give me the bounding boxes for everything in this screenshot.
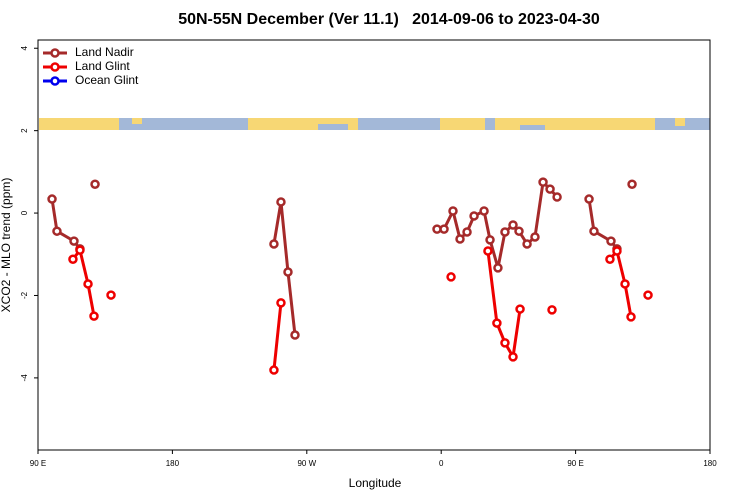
data-point bbox=[500, 227, 510, 237]
legend-label: Land Glint bbox=[75, 59, 130, 73]
data-point bbox=[439, 224, 449, 234]
data-point bbox=[68, 254, 78, 264]
data-point bbox=[606, 236, 616, 246]
series-line bbox=[50, 198, 82, 250]
data-point bbox=[612, 246, 622, 256]
legend-marker bbox=[50, 48, 60, 58]
data-point bbox=[493, 263, 503, 273]
x-axis-label: Longitude bbox=[349, 476, 402, 490]
data-point bbox=[448, 206, 458, 216]
data-point bbox=[584, 194, 594, 204]
data-point bbox=[508, 352, 518, 362]
x-tick-label: 90 E bbox=[30, 459, 46, 468]
data-point bbox=[75, 245, 85, 255]
series-line bbox=[71, 246, 96, 317]
data-point bbox=[83, 279, 93, 289]
data-point bbox=[269, 239, 279, 249]
x-tick-label: 90 E bbox=[567, 459, 583, 468]
legend-label: Ocean Glint bbox=[75, 73, 139, 87]
data-point bbox=[500, 338, 510, 348]
data-point bbox=[485, 235, 495, 245]
y-tick-label: 2 bbox=[20, 128, 29, 133]
data-point bbox=[530, 232, 540, 242]
x-tick-label: 0 bbox=[439, 459, 444, 468]
chart-title: 50N-55N December (Ver 11.1) 2014-09-06 t… bbox=[178, 11, 600, 28]
data-point bbox=[626, 312, 636, 322]
x-tick-label: 180 bbox=[166, 459, 180, 468]
data-point bbox=[90, 179, 100, 189]
data-point bbox=[89, 311, 99, 321]
data-point bbox=[547, 305, 557, 315]
x-tick-label: 180 bbox=[703, 459, 717, 468]
data-point bbox=[276, 298, 286, 308]
data-point bbox=[106, 290, 116, 300]
data-point bbox=[269, 365, 279, 375]
plot-frame bbox=[37, 39, 711, 451]
data-point bbox=[522, 239, 532, 249]
data-point bbox=[52, 226, 62, 236]
data-point bbox=[283, 267, 293, 277]
y-tick-label: 4 bbox=[20, 45, 29, 50]
data-point bbox=[627, 179, 637, 189]
data-point bbox=[290, 330, 300, 340]
series-line bbox=[587, 198, 619, 250]
legend-marker bbox=[50, 76, 60, 86]
y-tick-label: -4 bbox=[20, 374, 29, 382]
series-line bbox=[272, 201, 297, 336]
data-point bbox=[47, 194, 57, 204]
data-point bbox=[492, 318, 502, 328]
data-point bbox=[276, 197, 286, 207]
series-line bbox=[272, 302, 283, 371]
data-point bbox=[462, 227, 472, 237]
data-point bbox=[514, 226, 524, 236]
legend-label: Land Nadir bbox=[75, 45, 134, 59]
map-strip bbox=[39, 118, 710, 130]
data-point bbox=[483, 246, 493, 256]
data-point bbox=[515, 304, 525, 314]
y-axis-label: XCO2 - MLO trend (ppm) bbox=[0, 178, 13, 313]
data-point bbox=[446, 272, 456, 282]
data-point bbox=[643, 290, 653, 300]
data-point bbox=[69, 236, 79, 246]
data-point bbox=[589, 226, 599, 236]
data-point bbox=[605, 254, 615, 264]
data-point bbox=[552, 192, 562, 202]
data-point bbox=[469, 211, 479, 221]
data-point bbox=[620, 279, 630, 289]
data-point bbox=[508, 220, 518, 230]
y-tick-label: -2 bbox=[20, 291, 29, 299]
data-point bbox=[479, 206, 489, 216]
x-tick-label: 90 W bbox=[297, 459, 316, 468]
data-point bbox=[538, 177, 548, 187]
series-line bbox=[608, 247, 633, 318]
legend-marker bbox=[50, 62, 60, 72]
data-point bbox=[455, 234, 465, 244]
data-point bbox=[545, 184, 555, 194]
y-tick-label: 0 bbox=[20, 210, 29, 215]
